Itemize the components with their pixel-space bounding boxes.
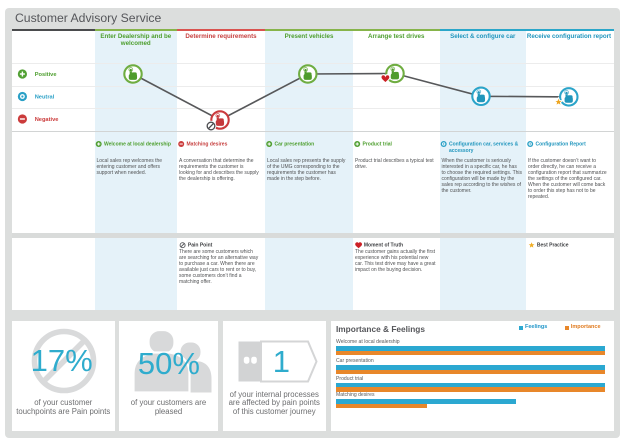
svg-text:Car presentation: Car presentation	[275, 141, 315, 147]
svg-text:Best Practice: Best Practice	[537, 243, 569, 249]
svg-text:Neutral: Neutral	[35, 95, 55, 101]
svg-text:Positive: Positive	[35, 72, 57, 78]
svg-text:Moment of Truth: Moment of Truth	[364, 243, 403, 249]
svg-text:Negative: Negative	[35, 117, 59, 123]
svg-text:Pain Point: Pain Point	[188, 243, 213, 249]
svg-text:accessory: accessory	[449, 148, 474, 154]
svg-text:Configuration car, services &: Configuration car, services &	[449, 141, 519, 147]
svg-text:Product trial: Product trial	[363, 141, 393, 147]
svg-text:Welcome at local dealership: Welcome at local dealership	[104, 141, 171, 147]
svg-text:Matching desires: Matching desires	[187, 141, 228, 147]
svg-text:Configuration Report: Configuration Report	[536, 141, 587, 147]
